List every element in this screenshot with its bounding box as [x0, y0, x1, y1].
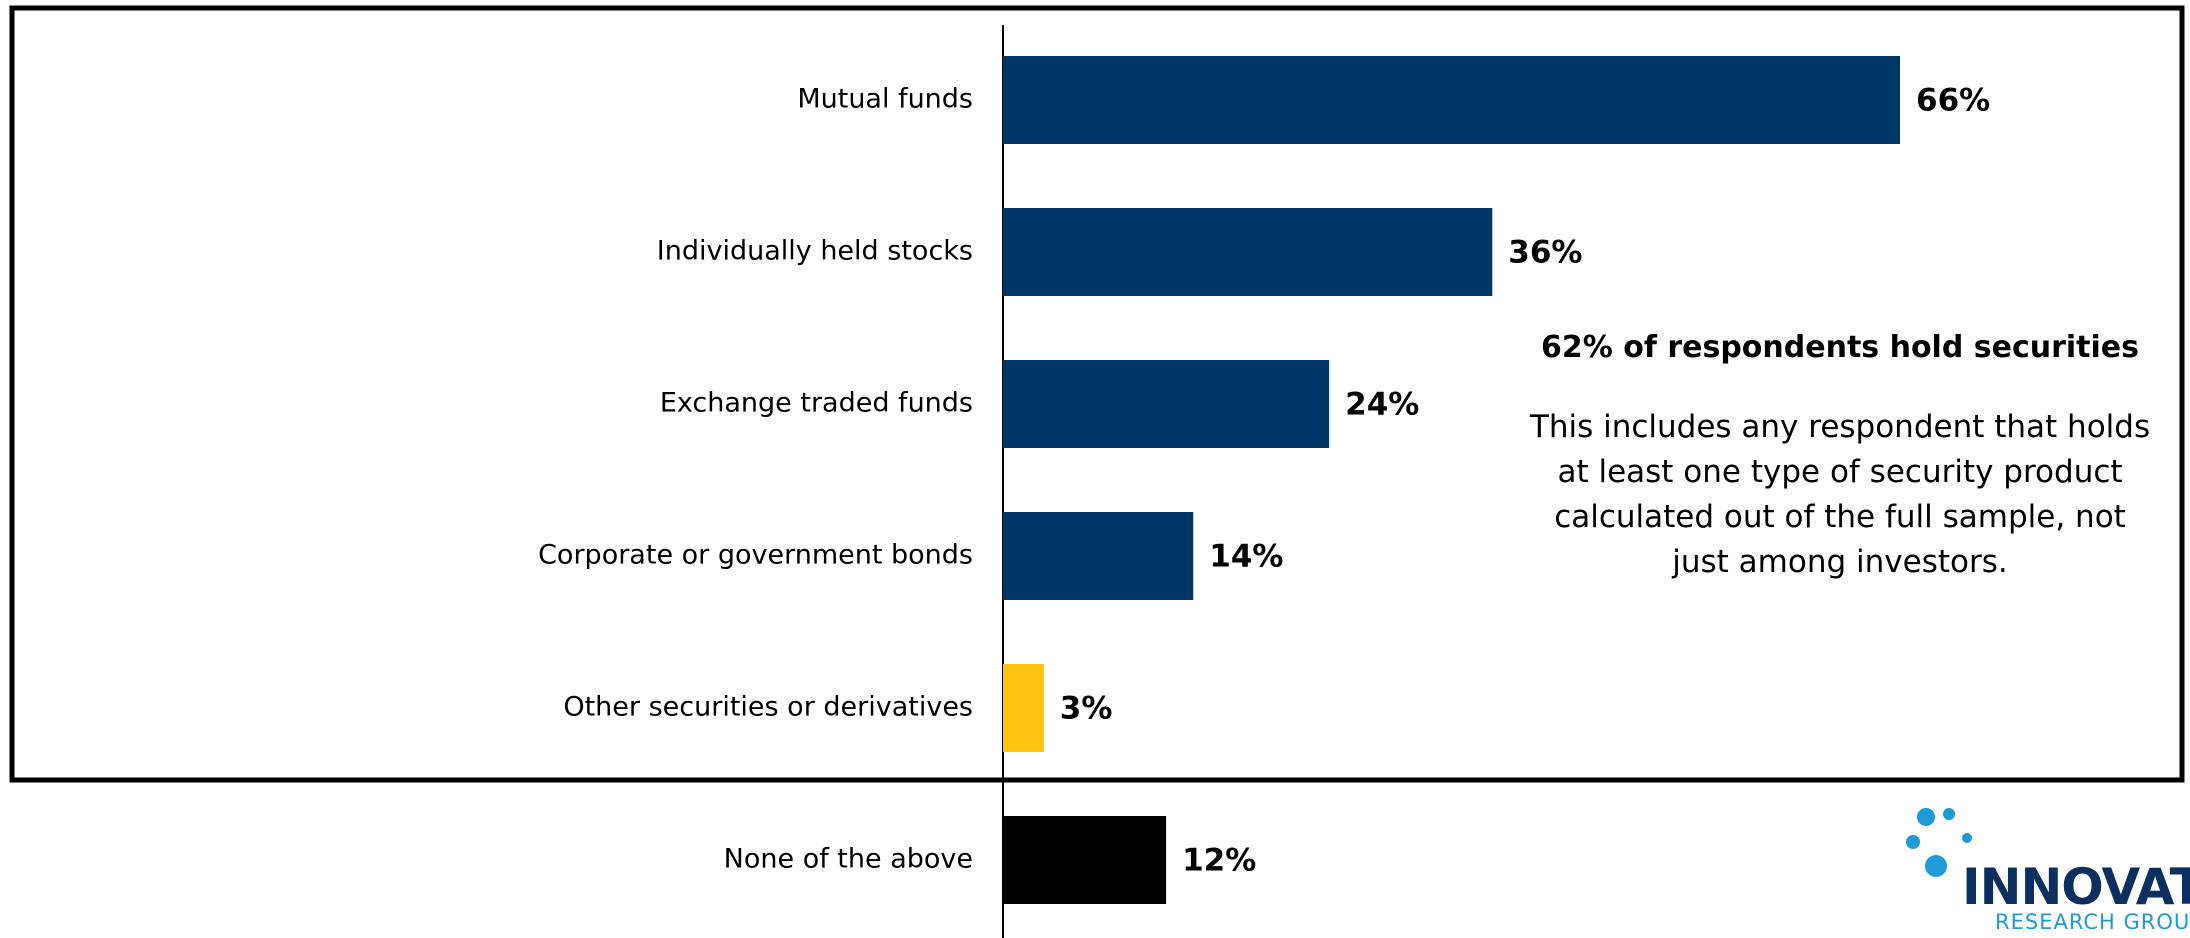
annotation-line: at least one type of security product [1557, 454, 2123, 490]
annotation-line: just among investors. [1672, 544, 2008, 580]
logo-dots-icon [1906, 808, 1972, 877]
logo-wordmark: INNOVATIVE [1962, 858, 2190, 916]
securities-frame [9, 5, 2185, 783]
value-label: 24% [1345, 387, 1419, 423]
value-label: 36% [1508, 235, 1582, 271]
value-label: 66% [1916, 83, 1990, 119]
bar-individually-held-stocks [1003, 208, 1493, 296]
bar-exchange-traded-funds [1003, 360, 1330, 448]
annotation-line: calculated out of the full sample, not [1554, 499, 2126, 535]
bar-none-of-the-above [1003, 816, 1167, 904]
annotation-body: This includes any respondent that holds … [1515, 405, 2165, 585]
category-label: None of the above [724, 844, 973, 875]
value-label: 14% [1209, 539, 1283, 575]
annotation-heading: 62% of respondents hold securities [1540, 330, 2140, 365]
summary-annotation: 62% of respondents hold securities This … [1515, 330, 2165, 585]
category-label: Individually held stocks [657, 236, 973, 267]
category-label: Corporate or government bonds [538, 540, 973, 571]
category-label: Exchange traded funds [660, 388, 973, 419]
value-label: 12% [1182, 843, 1256, 879]
innovative-research-logo: INNOVATIVE RESEARCH GROUP [1900, 800, 2190, 938]
annotation-line: This includes any respondent that holds [1529, 409, 2151, 445]
category-label: Other securities or derivatives [563, 692, 973, 723]
value-label: 3% [1060, 691, 1113, 727]
bar-other-securities-or-derivatives [1003, 664, 1044, 752]
bar-mutual-funds [1003, 56, 1900, 144]
category-label: Mutual funds [797, 84, 973, 115]
logo-subtitle: RESEARCH GROUP [1995, 910, 2190, 934]
bar-corporate-or-government-bonds [1003, 512, 1194, 600]
